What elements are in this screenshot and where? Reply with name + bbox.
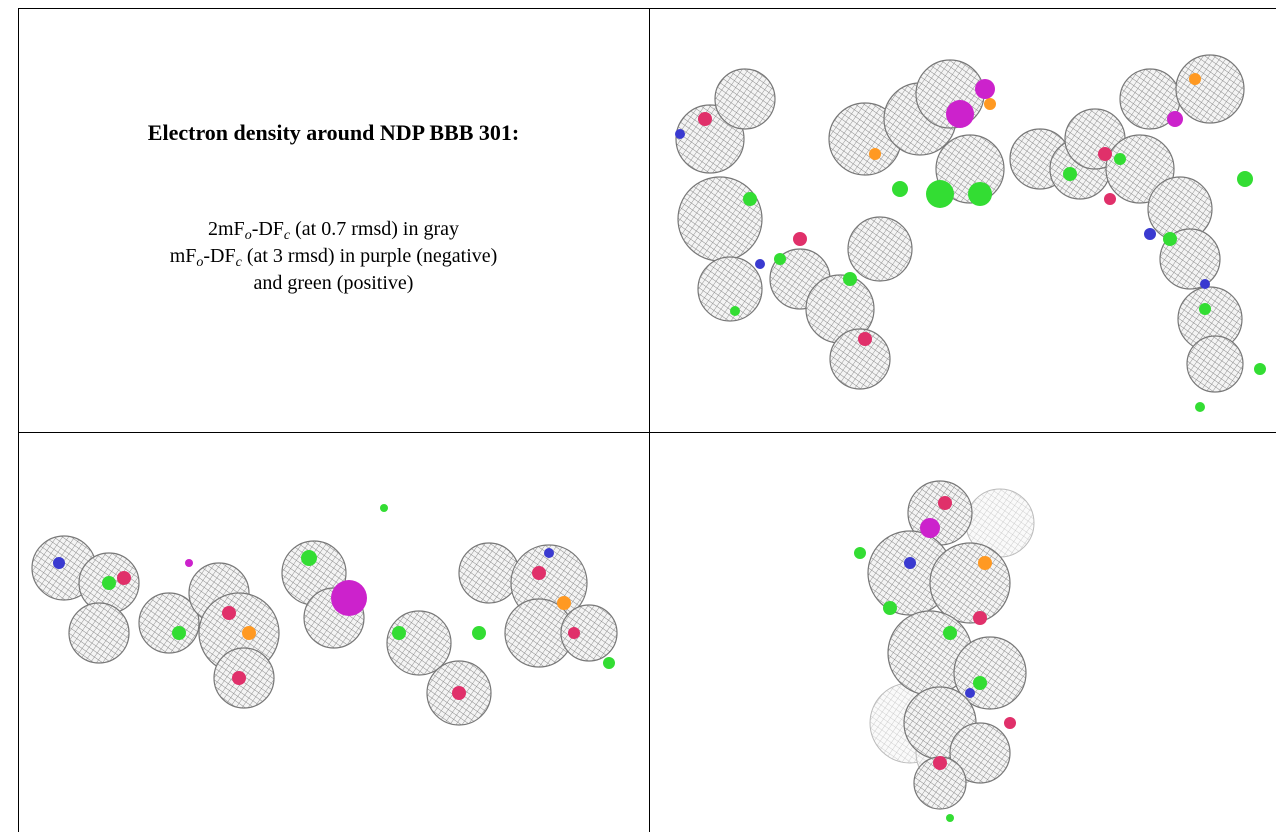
density-view-2 [19, 433, 649, 832]
text: (at 0.7 rmsd) in gray [290, 218, 459, 240]
text: 2mF [208, 218, 245, 240]
caption-title: Electron density around NDP BBB 301: [18, 120, 649, 146]
legend-line: and green (positive) [18, 270, 649, 297]
text: -DF [203, 245, 235, 267]
caption-cell: Electron density around NDP BBB 301: 2mF… [18, 8, 649, 432]
subscript: o [245, 228, 252, 243]
caption-legend: 2mFo-DFc (at 0.7 rmsd) in gray mFo-DFc (… [18, 216, 649, 297]
density-view-1 [650, 9, 1276, 432]
text: mF [170, 245, 197, 267]
legend-line: 2mFo-DFc (at 0.7 rmsd) in gray [18, 216, 649, 243]
density-view-3 [650, 433, 1276, 832]
page: Electron density around NDP BBB 301: 2mF… [0, 0, 1276, 832]
text: and green (positive) [254, 272, 414, 294]
legend-line: mFo-DFc (at 3 rmsd) in purple (negative) [18, 243, 649, 270]
text: -DF [252, 218, 284, 240]
text: (at 3 rmsd) in purple (negative) [242, 245, 497, 267]
